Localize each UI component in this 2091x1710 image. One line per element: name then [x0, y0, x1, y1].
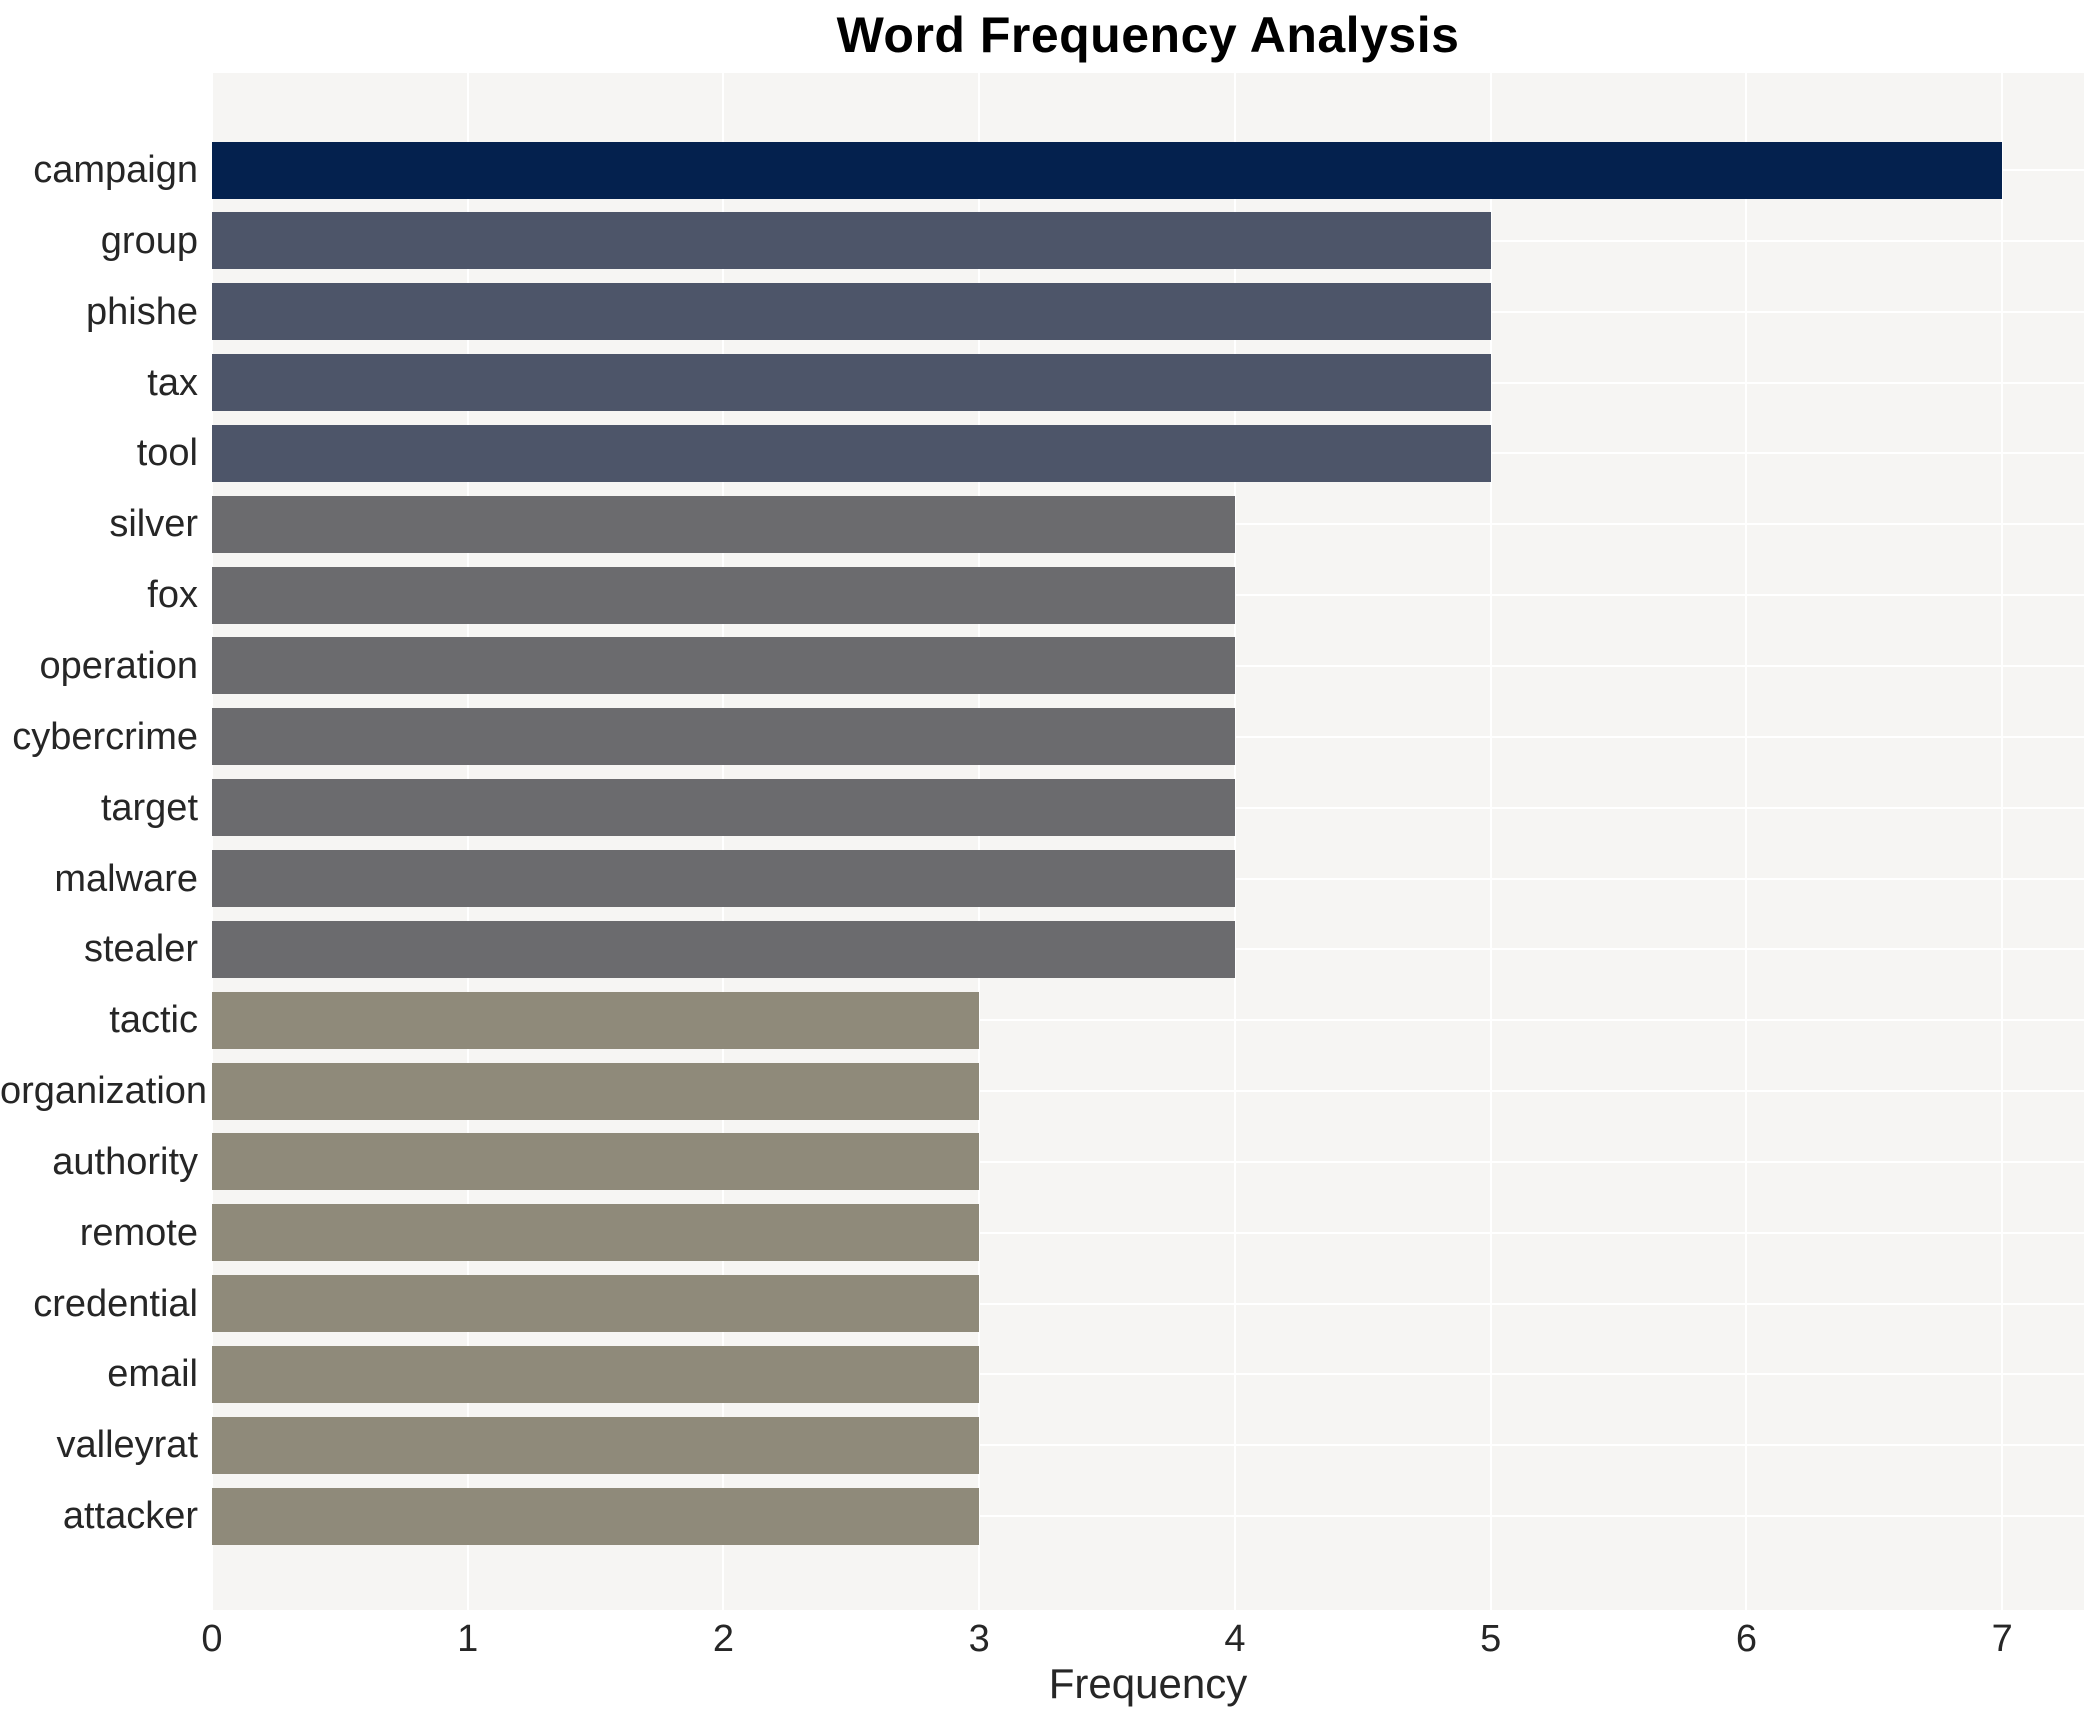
gridline-y-valleyrat [212, 1444, 2084, 1447]
category-label-operation: operation [39, 644, 198, 687]
category-label-authority: authority [52, 1140, 198, 1183]
gridline-x-2 [722, 73, 725, 1610]
bar-valleyrat [212, 1416, 980, 1474]
bar-fox [212, 566, 1235, 624]
bar-organization [212, 1062, 980, 1120]
bar-silver [212, 495, 1235, 553]
bar-campaign [212, 141, 2003, 199]
bar-attacker [212, 1487, 980, 1545]
category-label-target: target [100, 786, 198, 829]
category-label-phishe: phishe [86, 290, 198, 333]
x-axis-label: Frequency [1048, 1660, 1248, 1707]
gridline-x-1 [466, 73, 469, 1610]
bar-tax [212, 354, 1491, 412]
bar-cybercrime [212, 708, 1235, 766]
bar-remote [212, 1204, 980, 1262]
chart-title: Word Frequency Analysis [836, 7, 1460, 63]
bar-credential [212, 1275, 980, 1333]
x-tick-label-6: 6 [1735, 1618, 1757, 1660]
bar-tool [212, 424, 1491, 482]
category-label-group: group [100, 219, 198, 262]
category-label-tactic: tactic [109, 999, 198, 1042]
x-tick-label-3: 3 [968, 1618, 990, 1660]
bar-target [212, 779, 1235, 837]
bar-group [212, 212, 1491, 270]
x-tick-label-7: 7 [1991, 1618, 2013, 1660]
category-label-valleyrat: valleyrat [56, 1424, 199, 1467]
x-tick-label-5: 5 [1480, 1618, 1502, 1660]
category-label-fox: fox [147, 574, 198, 617]
x-tick-label-4: 4 [1224, 1618, 1246, 1660]
category-label-credential: credential [33, 1282, 198, 1325]
category-label-cybercrime: cybercrime [12, 715, 198, 758]
gridline-y-credential [212, 1302, 2084, 1305]
category-label-remote: remote [79, 1211, 198, 1254]
gridline-y-tactic [212, 1019, 2084, 1022]
bar-authority [212, 1133, 980, 1191]
category-label-organization: organization [0, 1070, 208, 1113]
category-label-tool: tool [136, 432, 198, 475]
gridline-y-remote [212, 1231, 2084, 1234]
x-tick-label-2: 2 [712, 1618, 735, 1660]
x-tick-label-0: 0 [201, 1618, 223, 1660]
gridline-x-4 [1233, 73, 1236, 1610]
gridline-x-5 [1489, 73, 1492, 1610]
gridline-y-organization [212, 1090, 2084, 1093]
gridline-x-0 [211, 73, 213, 1610]
gridline-x-6 [1745, 73, 1748, 1610]
bar-malware [212, 850, 1235, 907]
bar-tactic [212, 991, 980, 1049]
category-label-silver: silver [109, 503, 198, 546]
plot-area [211, 73, 2084, 1610]
gridline-x-3 [978, 73, 981, 1610]
gridline-y-attacker [212, 1515, 2084, 1518]
bar-stealer [212, 920, 1235, 978]
category-label-attacker: attacker [62, 1495, 198, 1538]
category-label-malware: malware [54, 857, 198, 900]
category-label-stealer: stealer [83, 928, 198, 971]
bar-operation [212, 637, 1235, 695]
x-tick-label-1: 1 [457, 1618, 479, 1660]
gridline-y-authority [212, 1160, 2084, 1163]
category-label-email: email [107, 1353, 198, 1396]
bar-email [212, 1345, 980, 1403]
category-label-tax: tax [147, 361, 198, 404]
category-label-campaign: campaign [33, 149, 198, 191]
gridline-x-7 [2001, 73, 2004, 1610]
bar-phishe [212, 283, 1491, 341]
gridline-y-email [212, 1373, 2084, 1376]
